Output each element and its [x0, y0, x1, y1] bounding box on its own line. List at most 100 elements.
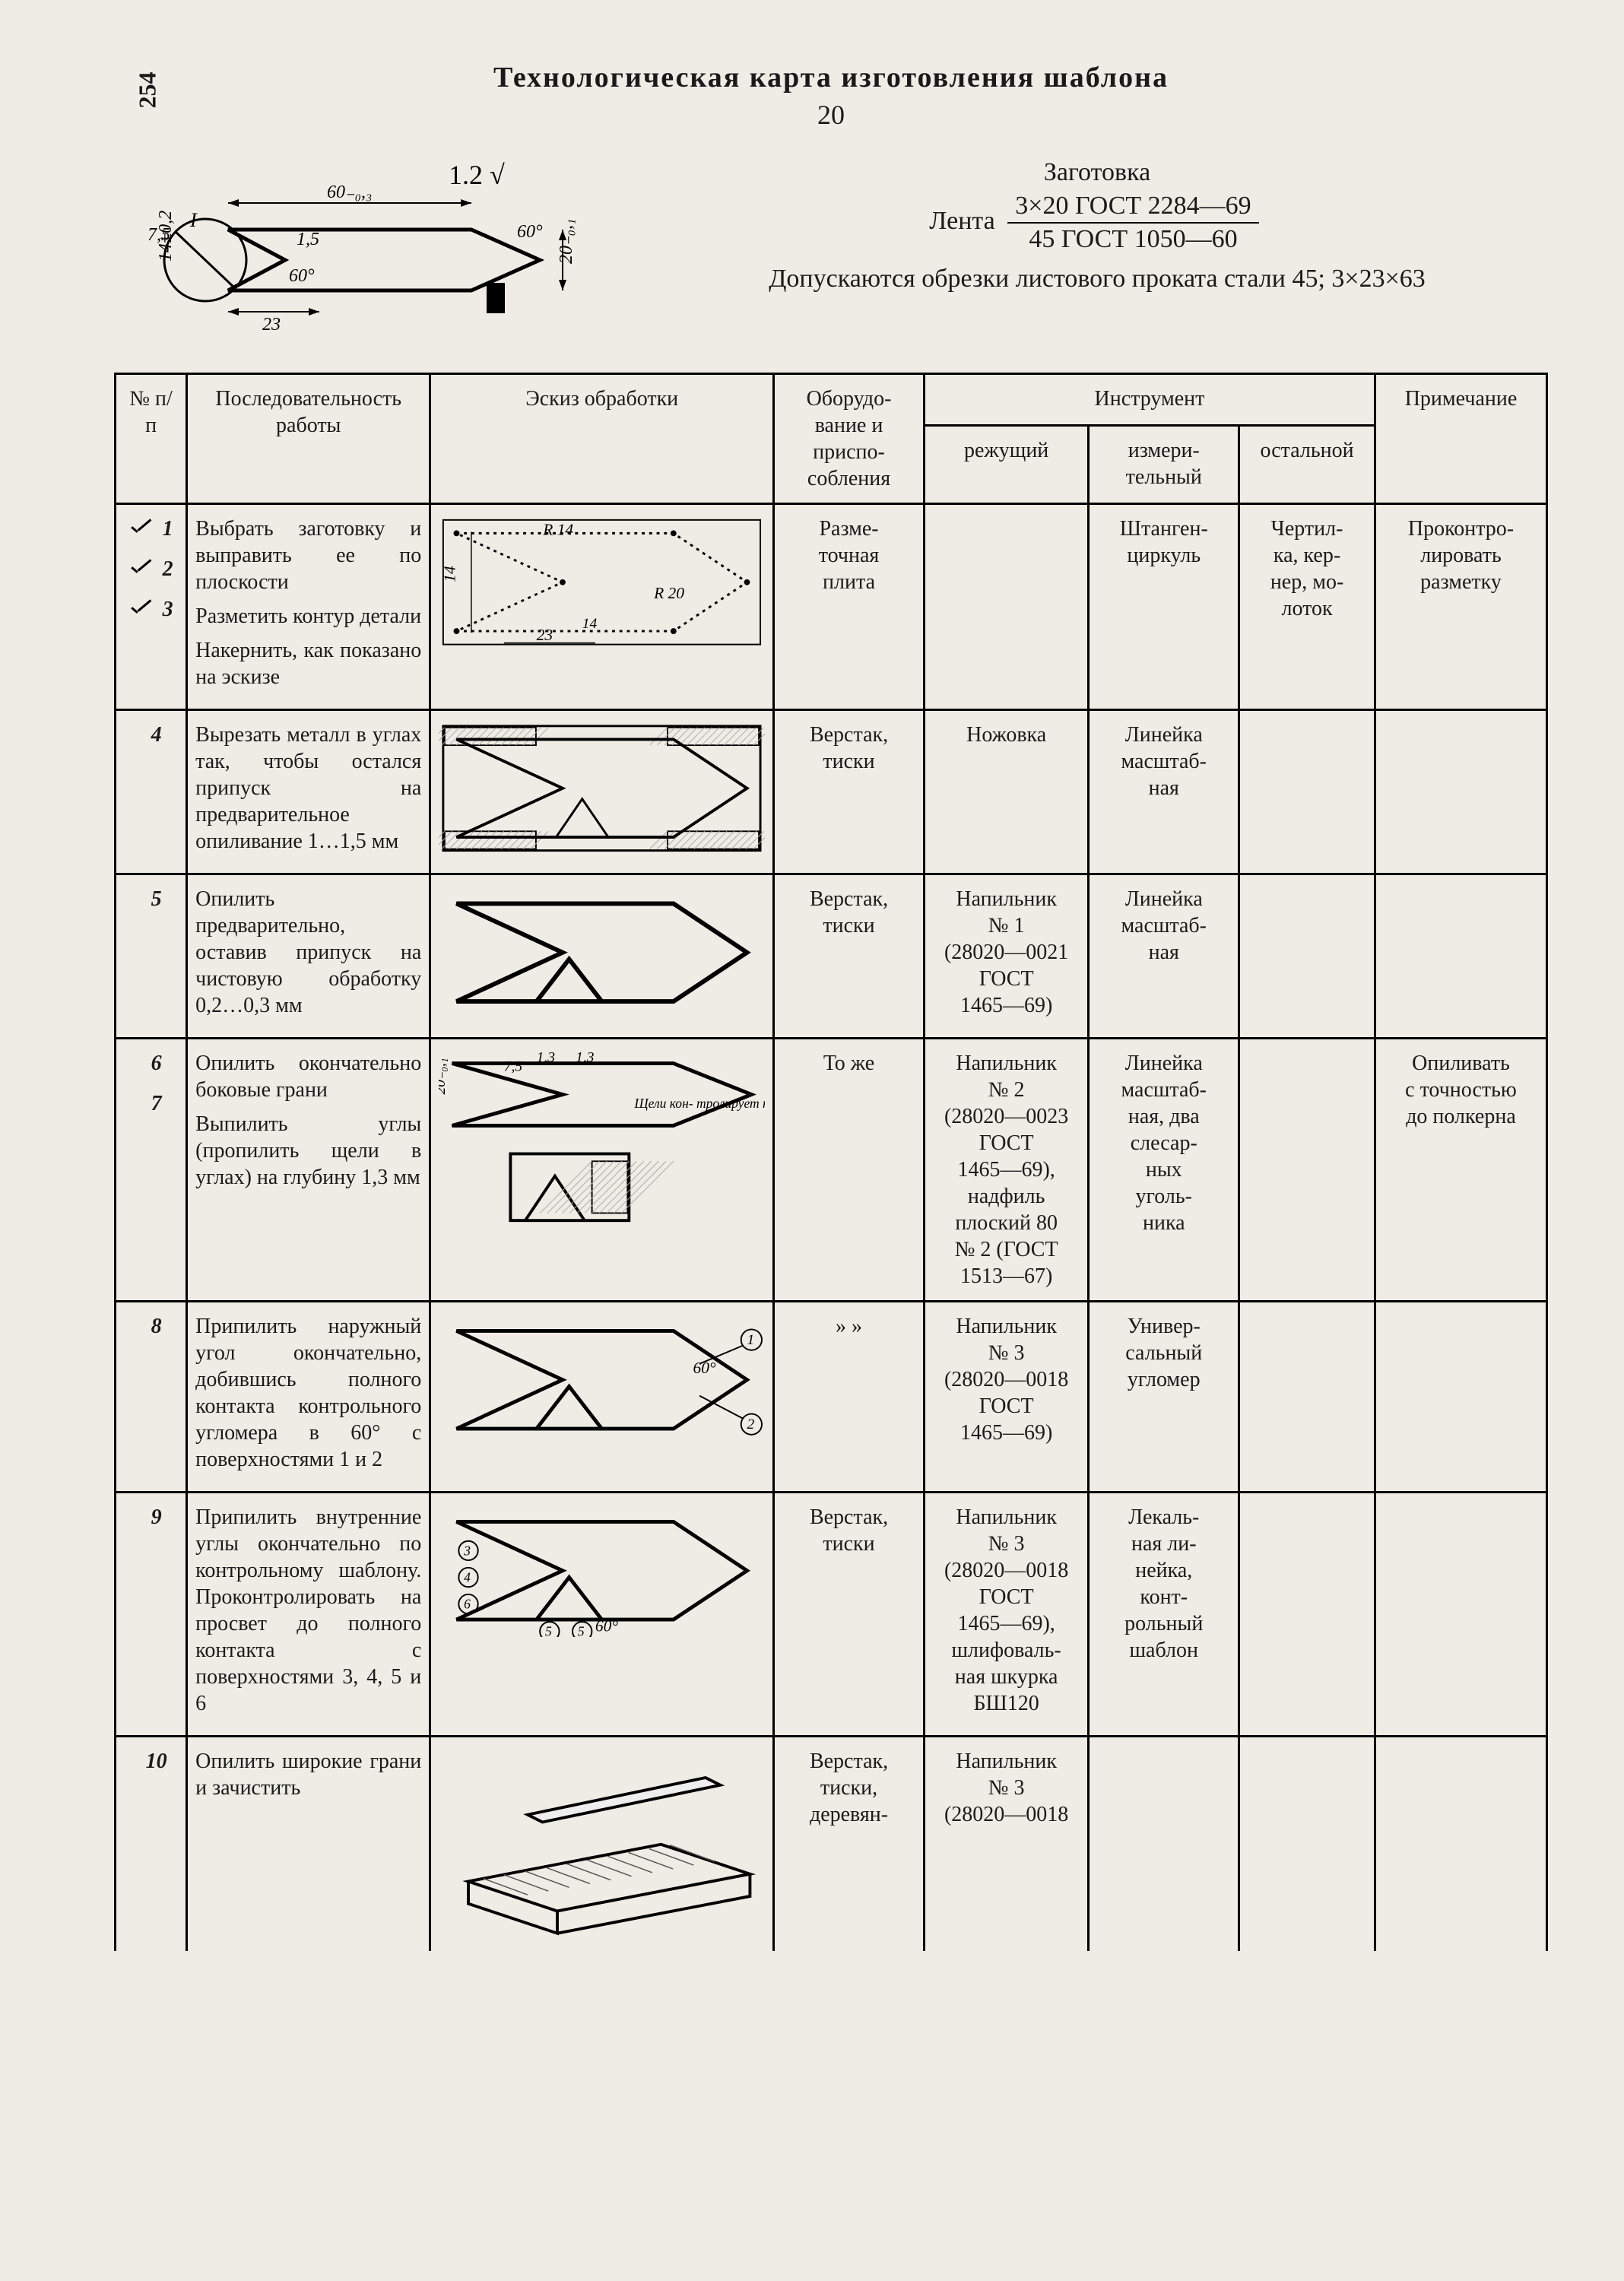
svg-text:4: 4: [464, 1569, 471, 1585]
cell-measuring-tool: Линейкамасштаб-ная: [1089, 874, 1239, 1039]
svg-text:R 20: R 20: [653, 584, 684, 602]
th-meas: измери- тельный: [1089, 425, 1239, 503]
cell-sketch: [430, 710, 774, 874]
cell-cutting-tool: Напильник№ 3(28020—0018ГОСТ1465—69): [924, 1302, 1089, 1493]
th-remark: Примечание: [1375, 374, 1546, 504]
tick-icon: [129, 601, 152, 621]
table-row: 10Опилить широкие грани и зачиститьВерст…: [116, 1737, 1547, 1952]
step-text: Опилить широкие грани и зачистить: [195, 1748, 421, 1801]
svg-text:5: 5: [545, 1624, 552, 1638]
th-equip: Оборудо- вание и приспо- собления: [774, 374, 925, 504]
page: 254 Технологическая карта изготовления ш…: [0, 0, 1624, 2281]
row-number: 4: [151, 722, 162, 748]
table-row: 5 Опилить предварительно, оставив припуск…: [116, 874, 1547, 1039]
cell-remark: Опиливатьс точностьюдо полкерна: [1375, 1039, 1546, 1302]
spec-fraction-line: Лента 3×20 ГОСТ 2284—69 45 ГОСТ 1050—60: [646, 192, 1548, 254]
cell-num: 123: [116, 504, 187, 710]
step-text: Накернить, как показано на эскизе: [195, 637, 421, 690]
spec-area: Заготовка Лента 3×20 ГОСТ 2284—69 45 ГОС…: [646, 138, 1548, 293]
step-text: Опилить предварительно, оставив припуск …: [195, 886, 421, 1019]
step-text: Припилить наружный угол окончательно, до…: [195, 1313, 421, 1473]
svg-text:20₋₀,₁: 20₋₀,₁: [439, 1058, 449, 1094]
table-body: 1 2 3 Выбрать заготовку и выправить ее по п…: [116, 504, 1547, 1952]
spec-denominator: 45 ГОСТ 1050—60: [1007, 224, 1258, 254]
cell-sketch: [430, 874, 774, 1039]
cell-sequence: Выбрать заготовку и выправить ее по плос…: [187, 504, 430, 710]
cell-cutting-tool: Напильник№ 2(28020—0023ГОСТ1465—69),надф…: [924, 1039, 1089, 1302]
cell-measuring-tool: Линейкамасштаб-ная: [1089, 710, 1239, 874]
handwritten-number: 20: [114, 99, 1548, 131]
row-number: 9: [151, 1504, 162, 1531]
cell-measuring-tool: [1089, 1737, 1239, 1952]
svg-text:60₋₀,₃: 60₋₀,₃: [327, 182, 372, 202]
cell-sequence: Опилить широкие грани и зачистить: [187, 1737, 430, 1952]
spec-fraction: 3×20 ГОСТ 2284—69 45 ГОСТ 1050—60: [1007, 192, 1258, 254]
table-row: 4 Вырезать металл в углах так, чтобы оста…: [116, 710, 1547, 874]
header-drawing: I 60₋₀,₃ 23 60° 60° 14±0,2 7,5: [114, 138, 601, 342]
cell-measuring-tool: Универ-сальныйугломер: [1089, 1302, 1239, 1493]
svg-text:2: 2: [747, 1417, 755, 1432]
spec-numerator: 3×20 ГОСТ 2284—69: [1007, 192, 1258, 224]
svg-text:5: 5: [578, 1624, 585, 1638]
row-number: 5: [151, 886, 162, 912]
cell-other-tool: [1239, 1039, 1375, 1302]
th-num: № п/п: [116, 374, 187, 504]
th-cut: режущий: [924, 425, 1089, 503]
cell-cutting-tool: Ножовка: [924, 710, 1089, 874]
svg-text:14: 14: [441, 566, 459, 582]
th-sketch: Эскиз обработки: [430, 374, 774, 504]
svg-text:1: 1: [747, 1332, 755, 1348]
table-row: 123Выбрать заготовку и выправить ее по п…: [116, 504, 1547, 710]
table-row: 8 Припилить наружный угол окончательно, д…: [116, 1302, 1547, 1493]
spec-lenta: Лента: [929, 207, 994, 235]
cell-num: 8: [116, 1302, 187, 1493]
table-row: 9 Припилить внутренние углы окончательно …: [116, 1493, 1547, 1737]
cell-other-tool: [1239, 874, 1375, 1039]
step-text: Выпилить углы (пропилить щели в углах) н…: [195, 1111, 421, 1191]
cell-other-tool: [1239, 1302, 1375, 1493]
svg-text:1,5: 1,5: [297, 230, 319, 249]
row-number: 2: [163, 556, 173, 582]
cell-num: 5: [116, 874, 187, 1039]
tick-icon: [129, 561, 152, 581]
cell-measuring-tool: Лекаль-ная ли-нейка,конт-рольныйшаблон: [1089, 1493, 1239, 1737]
cell-sequence: Вырезать металл в углах так, чтобы остал…: [187, 710, 430, 874]
cell-sketch: 60°12: [430, 1302, 774, 1493]
row-number: 3: [163, 596, 173, 623]
cell-other-tool: [1239, 1493, 1375, 1737]
cell-equip: » »: [774, 1302, 925, 1493]
cell-remark: [1375, 710, 1546, 874]
cell-cutting-tool: Напильник№ 3(28020—0018ГОСТ1465—69),шлиф…: [924, 1493, 1089, 1737]
cell-other-tool: [1239, 710, 1375, 874]
cell-remark: [1375, 1493, 1546, 1737]
th-other: остальной: [1239, 425, 1375, 503]
svg-text:7,5: 7,5: [504, 1058, 523, 1074]
row-number: 7: [151, 1090, 162, 1117]
cell-equip: То же: [774, 1039, 925, 1302]
cell-equip: Верстак,тиски: [774, 710, 925, 874]
cell-other-tool: [1239, 1737, 1375, 1952]
page-number: 254: [134, 72, 162, 109]
cell-sketch: 20₋₀,₁1,31,37,5Щели кон- тролирует на пр…: [430, 1039, 774, 1302]
cell-remark: [1375, 874, 1546, 1039]
cell-cutting-tool: Напильник№ 3(28020—0018: [924, 1737, 1089, 1952]
svg-text:23: 23: [262, 315, 281, 335]
step-text: Опилить окончательно боковые грани: [195, 1050, 421, 1103]
cell-sequence: Припилить наружный угол окончательно, до…: [187, 1302, 430, 1493]
svg-text:1,3: 1,3: [576, 1050, 595, 1066]
cell-sequence: Припилить внутренние углы окончательно п…: [187, 1493, 430, 1737]
cell-other-tool: Чертил-ка, кер-нер, мо-лоток: [1239, 504, 1375, 710]
svg-text:14: 14: [582, 616, 598, 632]
cell-equip: Верстак,тиски: [774, 874, 925, 1039]
cell-measuring-tool: Линейкамасштаб-ная, дваслесар-ныхуголь-н…: [1089, 1039, 1239, 1302]
cell-num: 67: [116, 1039, 187, 1302]
row-number: 8: [151, 1313, 162, 1340]
svg-text:R 14: R 14: [543, 520, 574, 538]
cell-equip: Верстак,тиски: [774, 1493, 925, 1737]
cell-sketch: R 14R 20 14 2314: [430, 504, 774, 710]
table-head: № п/п Последовательность работы Эскиз об…: [116, 374, 1547, 504]
table-row: 67Опилить окончательно боковые грани Выпи…: [116, 1039, 1547, 1302]
svg-text:1.2 √: 1.2 √: [449, 160, 505, 190]
step-text: Вырезать металл в углах так, чтобы остал…: [195, 722, 421, 855]
th-tool: Инструмент: [924, 374, 1375, 426]
